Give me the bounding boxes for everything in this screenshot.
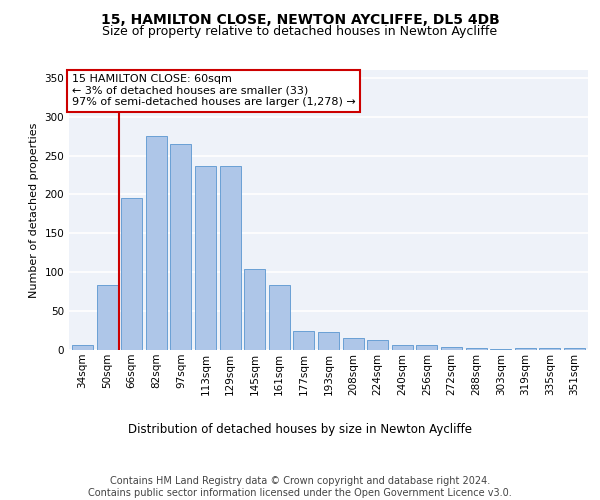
Text: 15, HAMILTON CLOSE, NEWTON AYCLIFFE, DL5 4DB: 15, HAMILTON CLOSE, NEWTON AYCLIFFE, DL5… bbox=[101, 12, 499, 26]
Bar bbox=[170, 144, 191, 350]
Bar bbox=[466, 348, 487, 350]
Bar bbox=[392, 346, 413, 350]
Bar bbox=[293, 330, 314, 350]
Bar bbox=[220, 166, 241, 350]
Bar bbox=[367, 340, 388, 350]
Bar bbox=[244, 269, 265, 350]
Bar bbox=[318, 332, 339, 350]
Bar bbox=[416, 346, 437, 350]
Bar bbox=[539, 348, 560, 350]
Y-axis label: Number of detached properties: Number of detached properties bbox=[29, 122, 39, 298]
Text: 15 HAMILTON CLOSE: 60sqm
← 3% of detached houses are smaller (33)
97% of semi-de: 15 HAMILTON CLOSE: 60sqm ← 3% of detache… bbox=[71, 74, 355, 108]
Bar bbox=[269, 286, 290, 350]
Bar bbox=[515, 348, 536, 350]
Text: Contains HM Land Registry data © Crown copyright and database right 2024.
Contai: Contains HM Land Registry data © Crown c… bbox=[88, 476, 512, 498]
Bar bbox=[343, 338, 364, 350]
Bar bbox=[441, 347, 462, 350]
Bar bbox=[564, 348, 585, 350]
Text: Distribution of detached houses by size in Newton Aycliffe: Distribution of detached houses by size … bbox=[128, 422, 472, 436]
Bar bbox=[97, 286, 118, 350]
Bar bbox=[121, 198, 142, 350]
Text: Size of property relative to detached houses in Newton Aycliffe: Size of property relative to detached ho… bbox=[103, 25, 497, 38]
Bar bbox=[490, 349, 511, 350]
Bar bbox=[195, 166, 216, 350]
Bar bbox=[72, 346, 93, 350]
Bar bbox=[146, 136, 167, 350]
